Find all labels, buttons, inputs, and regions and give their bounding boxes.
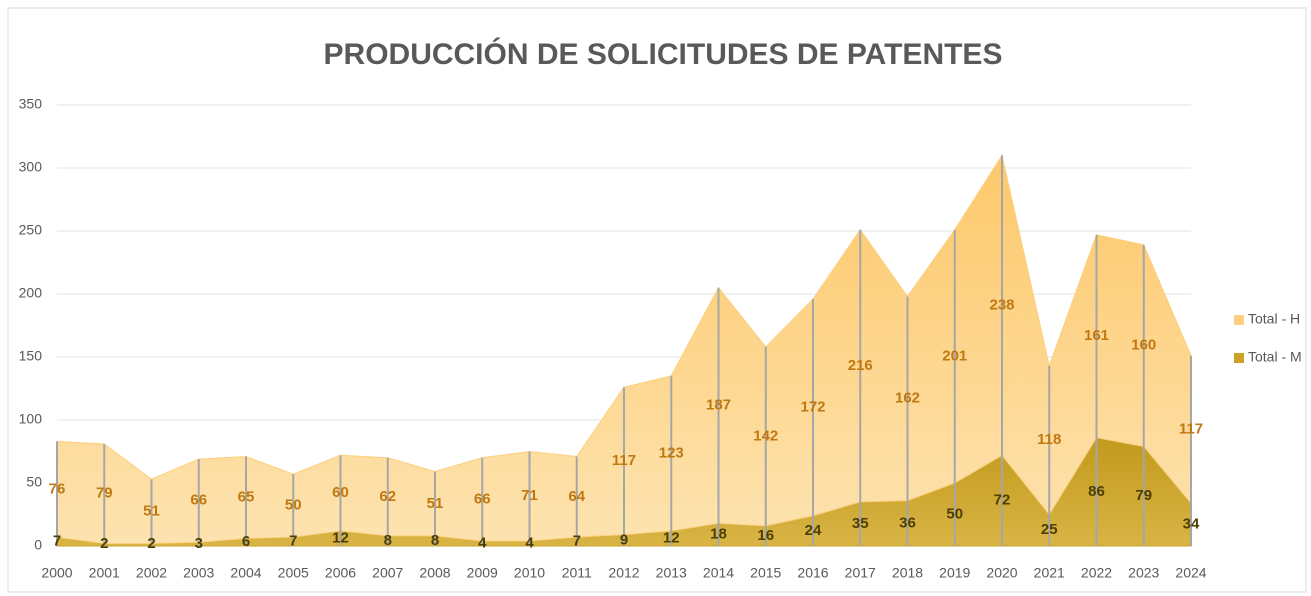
x-tick-label: 2010 bbox=[514, 565, 545, 581]
data-label: 118 bbox=[1037, 431, 1061, 448]
data-label: 62 bbox=[379, 488, 396, 505]
data-label: 51 bbox=[427, 495, 444, 512]
x-tick-label: 2002 bbox=[136, 565, 167, 581]
x-tick-label: 2018 bbox=[892, 565, 923, 581]
data-label: 66 bbox=[474, 490, 491, 507]
data-label: 18 bbox=[710, 526, 727, 543]
data-label: 7 bbox=[573, 533, 581, 550]
x-tick-label: 2000 bbox=[41, 565, 72, 581]
x-tick-label: 2021 bbox=[1034, 565, 1065, 581]
x-tick-label: 2016 bbox=[797, 565, 828, 581]
data-label: 117 bbox=[612, 452, 636, 469]
data-label: 12 bbox=[332, 529, 349, 546]
x-tick-label: 2013 bbox=[656, 565, 687, 581]
data-label: 172 bbox=[800, 398, 825, 415]
data-label: 16 bbox=[757, 527, 774, 544]
data-label: 4 bbox=[525, 534, 534, 551]
x-tick-label: 2004 bbox=[230, 565, 261, 581]
data-label: 160 bbox=[1131, 337, 1156, 354]
data-label: 50 bbox=[285, 497, 302, 514]
data-label: 71 bbox=[521, 487, 538, 504]
data-label: 238 bbox=[989, 296, 1014, 313]
x-tick-label: 2001 bbox=[89, 565, 120, 581]
data-label: 162 bbox=[895, 390, 920, 407]
data-label: 86 bbox=[1088, 483, 1105, 500]
data-label: 79 bbox=[1135, 487, 1152, 504]
data-label: 8 bbox=[384, 532, 392, 549]
x-tick-label: 2017 bbox=[845, 565, 876, 581]
data-label: 65 bbox=[238, 488, 255, 505]
data-label: 8 bbox=[431, 532, 439, 549]
data-label: 50 bbox=[946, 505, 963, 522]
data-label: 60 bbox=[332, 484, 349, 501]
data-label: 12 bbox=[663, 529, 680, 546]
data-label: 117 bbox=[1179, 420, 1203, 437]
x-tick-label: 2012 bbox=[608, 565, 639, 581]
data-label: 66 bbox=[190, 492, 207, 509]
x-tick-label: 2015 bbox=[750, 565, 781, 581]
x-tick-label: 2003 bbox=[183, 565, 214, 581]
data-label: 123 bbox=[659, 444, 684, 461]
y-tick-label: 200 bbox=[19, 285, 43, 301]
x-tick-label: 2008 bbox=[419, 565, 450, 581]
data-label: 76 bbox=[49, 480, 66, 497]
legend-swatch bbox=[1234, 353, 1244, 363]
x-tick-label: 2006 bbox=[325, 565, 356, 581]
data-label: 34 bbox=[1183, 516, 1200, 533]
data-label: 36 bbox=[899, 514, 916, 531]
x-tick-label: 2019 bbox=[939, 565, 970, 581]
data-label: 64 bbox=[568, 488, 585, 505]
data-label: 6 bbox=[242, 533, 250, 550]
x-tick-label: 2024 bbox=[1175, 565, 1206, 581]
x-tick-label: 2011 bbox=[562, 565, 592, 581]
data-label: 51 bbox=[143, 502, 160, 519]
x-tick-label: 2005 bbox=[278, 565, 309, 581]
legend-label: Total - H bbox=[1248, 311, 1300, 327]
legend-swatch bbox=[1234, 315, 1244, 325]
data-label: 201 bbox=[942, 347, 967, 364]
data-label: 142 bbox=[753, 427, 778, 444]
data-label: 3 bbox=[195, 535, 203, 552]
x-tick-label: 2020 bbox=[986, 565, 1017, 581]
data-label: 161 bbox=[1084, 327, 1109, 344]
data-label: 2 bbox=[147, 535, 155, 552]
data-label: 2 bbox=[100, 535, 108, 552]
data-label: 4 bbox=[478, 534, 487, 551]
data-label: 79 bbox=[96, 485, 113, 502]
y-tick-label: 300 bbox=[19, 159, 43, 175]
legend-label: Total - M bbox=[1248, 349, 1302, 365]
data-label: 9 bbox=[620, 531, 628, 548]
y-tick-label: 50 bbox=[26, 474, 42, 490]
x-tick-label: 2014 bbox=[703, 565, 734, 581]
y-tick-label: 100 bbox=[19, 411, 43, 427]
data-label: 216 bbox=[848, 357, 873, 374]
chart-title: PRODUCCIÓN DE SOLICITUDES DE PATENTES bbox=[324, 37, 1003, 71]
y-tick-label: 250 bbox=[19, 222, 43, 238]
data-label: 25 bbox=[1041, 521, 1058, 538]
chart-border bbox=[7, 7, 1307, 593]
x-tick-label: 2007 bbox=[372, 565, 403, 581]
data-label: 35 bbox=[852, 515, 869, 532]
data-label: 7 bbox=[289, 533, 297, 550]
y-tick-label: 350 bbox=[19, 96, 43, 112]
x-tick-label: 2022 bbox=[1081, 565, 1112, 581]
data-label: 7 bbox=[53, 533, 61, 550]
data-label: 24 bbox=[805, 522, 822, 539]
x-tick-label: 2009 bbox=[467, 565, 498, 581]
x-tick-label: 2023 bbox=[1128, 565, 1159, 581]
data-label: 187 bbox=[706, 396, 731, 413]
y-tick-label: 150 bbox=[19, 348, 43, 364]
y-tick-label: 0 bbox=[34, 537, 42, 553]
data-label: 72 bbox=[994, 492, 1011, 509]
